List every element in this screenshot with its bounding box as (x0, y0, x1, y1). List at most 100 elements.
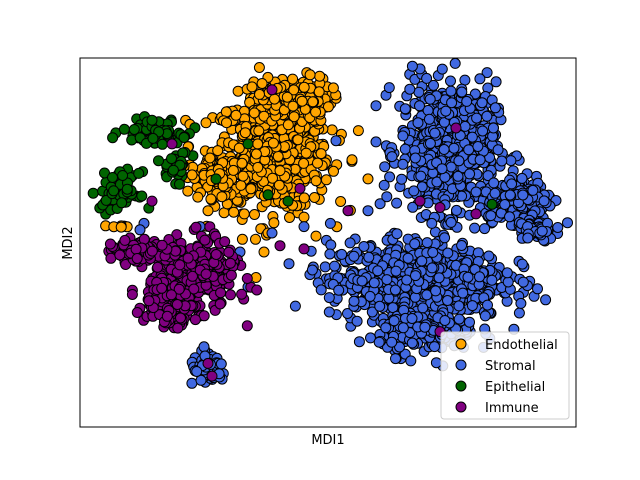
data-point (215, 358, 227, 370)
data-point (333, 284, 345, 296)
data-point (397, 158, 409, 170)
data-point (241, 273, 253, 284)
data-point (188, 283, 200, 295)
data-point (483, 250, 495, 262)
data-point (424, 93, 436, 105)
data-point (370, 136, 382, 148)
data-point (482, 299, 493, 311)
legend-marker-endothelial (455, 338, 467, 350)
data-point (388, 315, 400, 327)
data-point (202, 205, 214, 217)
legend-label-stromal: Stromal (485, 359, 536, 374)
data-point (298, 157, 310, 169)
data-point (352, 125, 364, 137)
data-point (540, 294, 552, 306)
data-point (457, 287, 469, 299)
data-point (386, 336, 398, 348)
data-point (136, 190, 148, 202)
data-point (287, 73, 299, 85)
data-point (225, 269, 237, 281)
data-point (470, 208, 482, 220)
data-point (310, 106, 322, 118)
data-point (362, 205, 374, 217)
data-point (258, 110, 270, 122)
data-point (404, 83, 416, 95)
data-point (108, 185, 120, 197)
data-point (434, 202, 446, 213)
data-point (235, 179, 247, 191)
data-point (198, 341, 210, 353)
data-point (210, 249, 222, 260)
data-point (212, 145, 224, 157)
data-point (186, 377, 198, 389)
data-point (131, 307, 143, 318)
data-point (462, 271, 474, 283)
data-point (298, 243, 310, 255)
data-point (438, 144, 450, 155)
data-point (552, 222, 564, 233)
data-point (386, 151, 398, 163)
data-point (429, 341, 440, 353)
data-point (397, 322, 409, 334)
data-point (118, 123, 130, 135)
legend-box (440, 331, 570, 420)
data-point (228, 206, 240, 218)
data-point (221, 117, 232, 129)
data-point (178, 132, 190, 143)
legend-label-epithelial: Epithelial (485, 380, 545, 395)
data-point (413, 86, 425, 98)
data-point (238, 208, 250, 220)
data-point (368, 277, 380, 289)
data-point (421, 72, 433, 84)
data-point (396, 173, 408, 185)
data-point (342, 205, 354, 217)
data-point (424, 137, 436, 149)
data-point (327, 82, 339, 94)
data-point (153, 155, 164, 167)
data-point (182, 252, 194, 264)
data-point (326, 124, 338, 136)
data-point (200, 268, 212, 280)
data-point (407, 201, 419, 213)
data-point (314, 70, 326, 82)
data-point (267, 137, 279, 149)
data-point (440, 105, 452, 117)
data-point (223, 246, 235, 258)
data-point (241, 320, 253, 332)
data-point (324, 248, 336, 260)
data-point (488, 177, 500, 189)
data-point (459, 74, 471, 86)
data-point (348, 295, 360, 307)
data-point (394, 341, 405, 353)
data-point (119, 234, 131, 246)
data-point (344, 237, 356, 249)
data-point (421, 289, 433, 301)
data-point (406, 337, 418, 349)
data-point (236, 157, 248, 169)
data-point (442, 295, 453, 306)
data-point (325, 239, 337, 251)
data-point (239, 127, 251, 139)
data-point (282, 119, 294, 131)
legend-marker-stromal (455, 359, 467, 371)
data-point (516, 172, 528, 184)
data-point (304, 69, 316, 81)
data-point (320, 174, 332, 186)
data-point (250, 148, 262, 160)
data-point (266, 84, 278, 96)
data-point (322, 101, 334, 113)
data-point (487, 122, 499, 134)
data-point (156, 239, 168, 251)
data-point (463, 144, 475, 156)
data-point (206, 370, 218, 382)
data-point (408, 185, 420, 197)
data-point (421, 237, 433, 249)
data-point (284, 212, 295, 223)
data-point (173, 283, 185, 295)
data-point (479, 223, 491, 235)
data-point (251, 284, 263, 296)
data-point (451, 204, 462, 216)
data-point (356, 275, 368, 287)
data-point (482, 170, 494, 182)
data-point (378, 179, 390, 191)
